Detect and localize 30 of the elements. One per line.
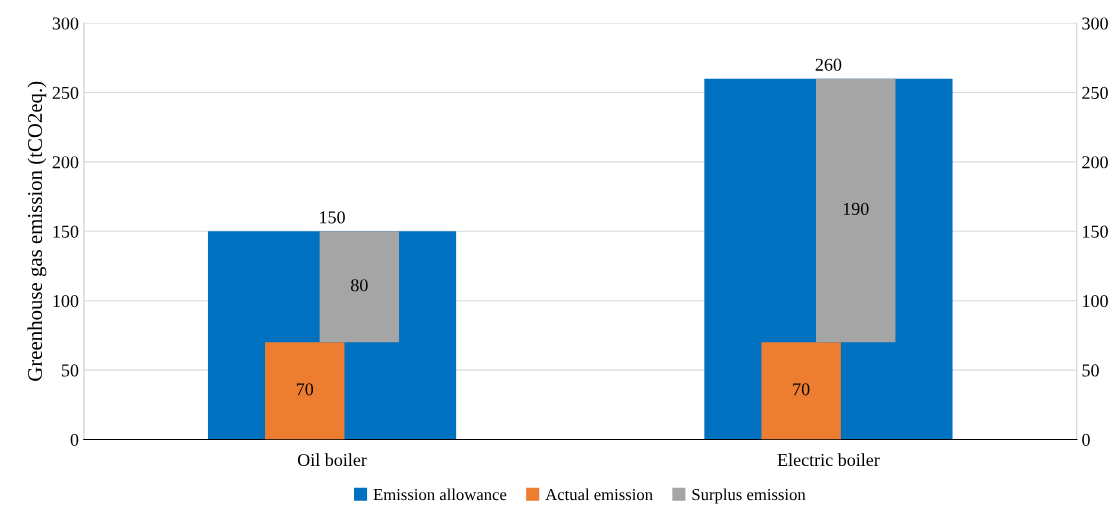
data-label: 190 — [843, 202, 869, 215]
y2-tick-label: 100 — [1083, 294, 1108, 308]
y2-tick-label: 0 — [1082, 433, 1090, 446]
y-tick-label: 0 — [70, 433, 79, 446]
data-label: 80 — [351, 279, 368, 292]
bar — [761, 342, 841, 440]
legend-label: Surplus emission — [692, 488, 806, 504]
y-tick-label: 200 — [52, 156, 79, 169]
bar — [816, 78, 896, 343]
y-tick-label: 50 — [61, 364, 79, 377]
y2-tick-label: 50 — [1082, 364, 1099, 377]
bar — [319, 231, 400, 343]
data-label: 260 — [815, 58, 842, 71]
y-tick-label: 100 — [53, 294, 79, 308]
y-tick-label: 300 — [52, 17, 79, 30]
data-label: 150 — [320, 211, 345, 224]
y2-tick-label: 250 — [1082, 86, 1108, 99]
x-tick-label: Oil boiler — [297, 453, 367, 467]
data-label: 70 — [296, 383, 314, 396]
y2-tick-label: 150 — [1083, 225, 1108, 238]
y-tick-label: 250 — [52, 86, 79, 99]
x-tick-label: Electric boiler — [777, 453, 880, 467]
bar — [265, 342, 345, 440]
y2-tick-label: 300 — [1082, 17, 1108, 30]
legend-label: Emission allowance — [373, 488, 507, 501]
data-label: 70 — [793, 383, 810, 396]
y-axis-title: Greenhouse gas emission (tCO2eq.) — [27, 81, 47, 381]
y-tick-label: 150 — [53, 225, 79, 238]
y2-tick-label: 200 — [1082, 156, 1108, 169]
legend-label: Actual emission — [545, 488, 653, 501]
